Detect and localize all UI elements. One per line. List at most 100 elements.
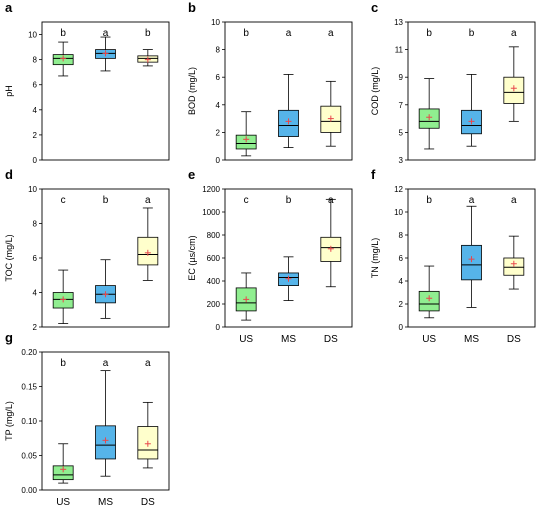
box-US <box>52 269 74 324</box>
significance-letter: a <box>328 195 334 206</box>
plot-frame <box>41 188 170 328</box>
x-tick-label: US <box>239 334 253 345</box>
significance-letter: a <box>469 195 475 206</box>
y-tick-label: 8 <box>399 231 404 240</box>
significance-letter: b <box>286 195 292 206</box>
significance-letter: c <box>61 195 66 206</box>
x-tick-label: US <box>422 334 436 345</box>
significance-letter: b <box>103 195 109 206</box>
box-US <box>418 265 440 319</box>
y-tick-label: 10 <box>211 18 220 27</box>
box-MS <box>95 36 116 72</box>
y-tick-label: 2 <box>399 300 404 309</box>
panel-letter: b <box>188 0 196 15</box>
significance-letter: a <box>511 28 517 39</box>
significance-letter: b <box>243 28 249 39</box>
panel-f: f TN (mg/L) 0 2 4 6 8 10 12 b US a MS a DS <box>370 167 536 345</box>
plot-frame <box>224 21 353 161</box>
y-axis-label: BOD (mg/L) <box>187 67 197 115</box>
significance-letter: a <box>286 28 292 39</box>
y-tick-label: 8 <box>33 220 38 229</box>
y-tick-label: 0.00 <box>21 486 37 495</box>
panel-letter: f <box>371 167 376 182</box>
panel-letter: e <box>188 167 195 182</box>
y-tick-label: 0 <box>216 156 221 165</box>
box-DS <box>137 207 159 281</box>
y-tick-label: 6 <box>33 81 38 90</box>
y-tick-label: 9 <box>399 73 404 82</box>
panel-a: a pH 0 2 4 6 8 10 b a b <box>4 0 170 165</box>
plot-frame <box>41 21 170 161</box>
y-tick-label: 8 <box>33 56 38 65</box>
y-tick-label: 800 <box>207 231 221 240</box>
significance-letter: a <box>145 195 151 206</box>
y-tick-label: 3 <box>399 156 404 165</box>
y-tick-label: 0.15 <box>21 383 37 392</box>
y-tick-label: 2 <box>33 131 38 140</box>
y-tick-label: 0 <box>216 323 221 332</box>
x-tick-label: DS <box>324 334 338 345</box>
y-tick-label: 0.05 <box>21 452 37 461</box>
box-US <box>418 78 440 150</box>
panel-letter: g <box>5 330 13 345</box>
y-axis-label: pH <box>4 85 14 97</box>
significance-letter: c <box>244 195 249 206</box>
plot-frame <box>407 21 536 161</box>
y-tick-label: 4 <box>33 289 38 298</box>
x-tick-label: MS <box>98 497 113 505</box>
y-tick-label: 2 <box>216 128 221 137</box>
y-axis-label: EC (µs/cm) <box>187 235 197 280</box>
y-tick-label: 2 <box>33 323 38 332</box>
box-US <box>235 272 257 321</box>
y-tick-label: 10 <box>28 185 37 194</box>
box-MS <box>95 259 116 319</box>
significance-letter: a <box>511 195 517 206</box>
y-tick-label: 0.20 <box>21 348 37 357</box>
y-tick-label: 6 <box>33 254 38 263</box>
y-tick-label: 400 <box>207 277 221 286</box>
box-MS <box>95 370 116 477</box>
y-tick-label: 13 <box>394 18 403 27</box>
box-DS <box>503 46 525 122</box>
iqr-box <box>461 244 482 281</box>
y-tick-label: 1200 <box>202 185 220 194</box>
significance-letter: b <box>469 28 475 39</box>
significance-letter: b <box>60 28 66 39</box>
y-tick-label: 10 <box>394 208 403 217</box>
panel-c: c COD (mg/L) 3 5 7 9 11 13 b b a <box>370 0 536 165</box>
x-tick-label: DS <box>141 497 155 505</box>
y-axis-label: TN (mg/L) <box>370 238 380 279</box>
x-tick-label: MS <box>281 334 296 345</box>
y-tick-label: 0 <box>33 156 38 165</box>
y-tick-label: 6 <box>399 254 404 263</box>
y-tick-label: 600 <box>207 254 221 263</box>
plot-frame <box>407 188 536 328</box>
panel-letter: c <box>371 0 378 15</box>
y-tick-label: 12 <box>394 185 403 194</box>
y-tick-label: 4 <box>399 277 404 286</box>
box-DS <box>137 49 159 67</box>
y-tick-label: 0.10 <box>21 417 37 426</box>
iqr-box <box>52 465 74 481</box>
plot-frame <box>41 351 170 491</box>
panel-letter: d <box>5 167 13 182</box>
x-tick-label: US <box>56 497 70 505</box>
box-MS <box>461 205 482 308</box>
significance-letter: a <box>103 358 109 369</box>
box-DS <box>503 235 525 290</box>
significance-letter: a <box>328 28 334 39</box>
significance-letter: a <box>145 358 151 369</box>
box-US <box>235 111 257 157</box>
panel-e: e EC (µs/cm) 0 200 400 600 800 1000 1200 c US b MS a D… <box>187 167 353 345</box>
y-tick-label: 7 <box>399 101 404 110</box>
box-DS <box>320 198 342 288</box>
panel-letter: a <box>5 0 13 15</box>
y-tick-label: 11 <box>395 46 404 55</box>
panel-b: b BOD (mg/L) 0 2 4 6 8 10 b a a <box>187 0 353 165</box>
y-axis-label: TOC (mg/L) <box>4 234 14 281</box>
y-axis-label: TP (mg/L) <box>4 401 14 441</box>
significance-letter: b <box>426 28 432 39</box>
box-US <box>52 41 74 77</box>
